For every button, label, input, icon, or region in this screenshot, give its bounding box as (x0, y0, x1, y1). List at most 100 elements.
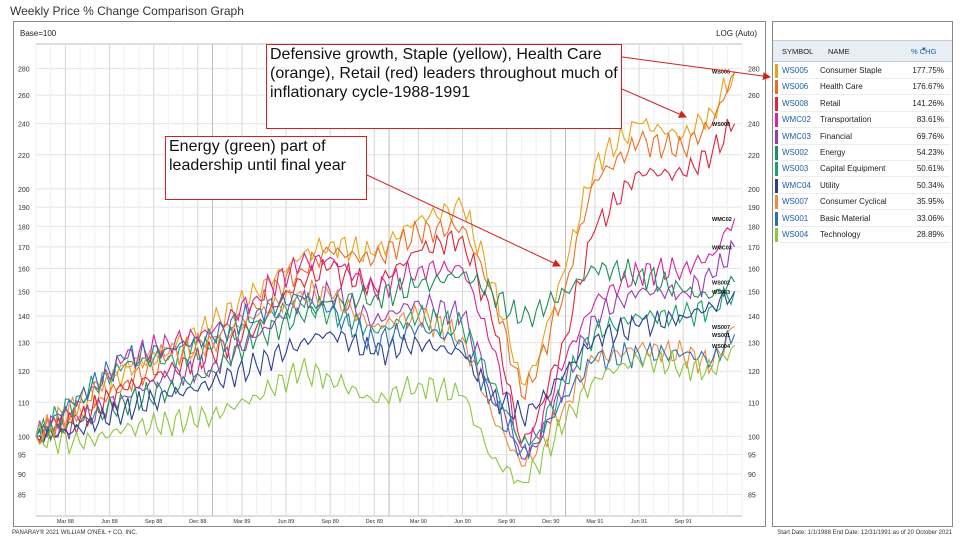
annotation-energy: Energy (green) part of leadership until … (165, 136, 367, 200)
y-tick-label-left: 95 (18, 453, 26, 460)
row-symbol[interactable]: WS003 (782, 164, 809, 174)
row-symbol[interactable]: WMC03 (782, 131, 811, 141)
row-name: Energy (820, 148, 846, 157)
page-title: Weekly Price % Change Comparison Graph (10, 4, 244, 18)
row-divider (780, 127, 950, 129)
table-header: SYMBOL NAME % CHG ▼ (773, 40, 952, 62)
row-pct-change: 54.23% (916, 148, 944, 157)
y-tick-label-right: 220 (748, 153, 760, 160)
row-symbol[interactable]: WS002 (782, 148, 809, 157)
row-name: Financial (820, 131, 853, 141)
row-symbol[interactable]: WMC02 (782, 115, 811, 125)
base-label: Base=100 (20, 29, 57, 38)
symbol-column-header[interactable]: SYMBOL (782, 47, 814, 56)
y-tick-label-left: 130 (18, 341, 30, 348)
x-tick-label: Mar 89 (233, 519, 250, 525)
row-name: Retail (820, 98, 841, 108)
row-pct-change: 83.61% (916, 115, 944, 125)
series-color-swatch (775, 64, 778, 78)
y-tick-label-right: 85 (748, 492, 756, 499)
y-tick-label-right: 150 (748, 290, 760, 297)
y-tick-label-left: 200 (18, 187, 30, 194)
scale-mode-label[interactable]: LOG (Auto) (716, 29, 757, 38)
series-color-swatch (775, 162, 778, 177)
row-symbol[interactable]: WS004 (782, 230, 809, 239)
row-name: Consumer Cyclical (820, 197, 887, 207)
row-pct-change: 28.89% (916, 230, 944, 239)
table-row[interactable]: WS001 Basic Material 33.06% (773, 211, 952, 227)
series-color-swatch (775, 96, 778, 111)
series-end-label: WS006 (712, 70, 730, 76)
y-tick-label-right: 130 (748, 341, 760, 348)
series-end-label: WS007 (712, 325, 730, 331)
pct-change-column-header[interactable]: % CHG (911, 47, 937, 56)
y-tick-label-left: 110 (18, 400, 29, 407)
y-tick-label-left: 260 (18, 93, 30, 100)
y-tick-label-left: 140 (18, 314, 30, 321)
table-row[interactable]: WS003 Capital Equipment 50.61% (773, 161, 952, 178)
series-end-label: WMC02 (712, 217, 732, 223)
x-tick-label: Mar 91 (586, 519, 603, 525)
row-pct-change: 141.26% (912, 98, 944, 108)
y-tick-label-left: 150 (18, 290, 30, 297)
symbol-table: SYMBOL NAME % CHG ▼ WS005 Consumer Staple… (772, 21, 953, 527)
row-symbol[interactable]: WS008 (782, 98, 809, 108)
row-pct-change: 69.76% (916, 131, 944, 141)
row-symbol[interactable]: WS005 (782, 66, 809, 75)
y-tick-label-right: 180 (748, 224, 760, 231)
y-tick-label-left: 240 (18, 122, 30, 129)
row-divider (780, 110, 950, 112)
row-divider (780, 209, 950, 211)
series-color-swatch (775, 211, 778, 226)
y-tick-label-right: 200 (748, 187, 760, 194)
table-row[interactable]: WS002 Energy 54.23% (773, 145, 952, 161)
row-name: Health Care (820, 82, 863, 92)
row-pct-change: 33.06% (916, 213, 944, 223)
y-tick-label-right: 280 (748, 67, 760, 74)
row-symbol[interactable]: WS001 (782, 213, 809, 223)
table-row[interactable]: WMC04 Utility 50.34% (773, 178, 952, 194)
row-pct-change: 50.34% (916, 180, 944, 190)
y-tick-label-right: 160 (748, 266, 760, 273)
y-tick-label-left: 160 (18, 266, 30, 273)
table-row[interactable]: WS004 Technology 28.89% (773, 227, 952, 243)
row-name: Utility (820, 180, 840, 190)
table-row[interactable]: WS008 Retail 141.26% (773, 96, 952, 112)
series-line-ws002 (35, 258, 736, 445)
x-tick-label: Dec 89 (366, 519, 383, 525)
panaray-logo: PANARAY® 2021 WILLIAM O'NEIL + CO. INC. (12, 530, 138, 536)
x-tick-label: Jun 90 (454, 519, 471, 525)
y-tick-label-left: 120 (18, 369, 30, 376)
series-end-label: WS001 (712, 333, 730, 339)
series-line-ws008 (35, 118, 736, 446)
row-divider (780, 94, 950, 96)
date-range: Start Date: 1/1/1988 End Date: 12/31/199… (777, 530, 952, 536)
y-tick-label-right: 260 (748, 93, 760, 100)
series-line-wmc03 (35, 239, 736, 460)
table-row[interactable]: WS005 Consumer Staple 177.75% (773, 63, 952, 79)
row-name: Technology (820, 230, 861, 239)
row-symbol[interactable]: WS007 (782, 197, 809, 207)
series-end-label: WS004 (712, 344, 731, 350)
table-row[interactable]: WMC02 Transportation 83.61% (773, 112, 952, 129)
row-name: Basic Material (820, 213, 871, 223)
series-end-label: WS008 (712, 122, 730, 128)
annotation-defensive-growth: Defensive growth, Staple (yellow), Healt… (266, 44, 622, 129)
table-row[interactable]: WMC03 Financial 69.76% (773, 129, 952, 145)
y-tick-label-right: 100 (748, 434, 760, 441)
row-symbol[interactable]: WS006 (782, 82, 809, 92)
series-line-wmc02 (35, 218, 736, 456)
name-column-header[interactable]: NAME (828, 47, 850, 56)
x-tick-label: Dec 88 (189, 519, 206, 525)
x-tick-label: Sep 90 (498, 519, 515, 525)
series-color-swatch (775, 195, 778, 210)
row-symbol[interactable]: WMC04 (782, 180, 811, 190)
table-row[interactable]: WS006 Health Care 176.67% (773, 79, 952, 96)
y-tick-label-right: 170 (748, 245, 760, 252)
table-row[interactable]: WS007 Consumer Cyclical 35.95% (773, 194, 952, 211)
series-color-swatch (775, 178, 778, 193)
sort-descending-icon: ▼ (921, 47, 927, 53)
row-name: Consumer Staple (820, 66, 882, 75)
x-tick-label: Sep 88 (145, 519, 162, 525)
x-tick-label: Jun 91 (631, 519, 648, 525)
